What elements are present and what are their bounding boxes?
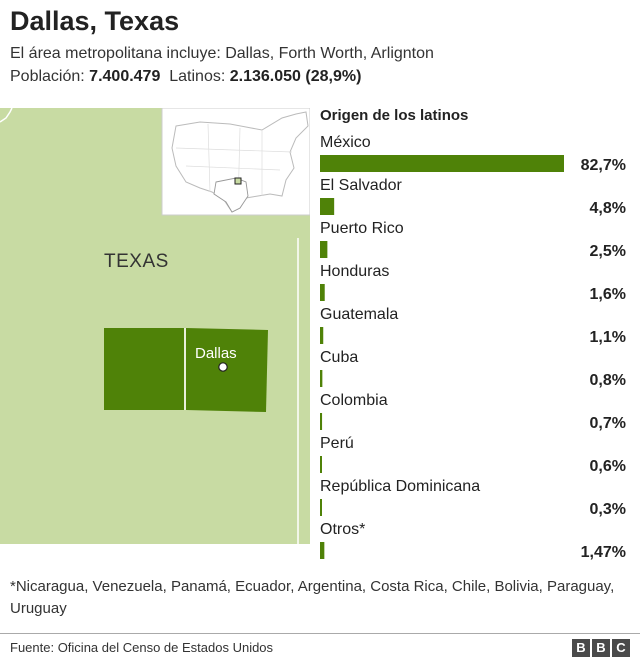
category-label: Guatemala	[320, 306, 398, 323]
value-label: 82,7%	[581, 157, 626, 174]
source-note: Fuente: Oficina del Censo de Estados Uni…	[10, 640, 274, 655]
latino-origin-bar-chart: México 82,7% El Salvador 4,8% Puerto Rico 2,5…	[320, 134, 626, 561]
logo-letter: B	[592, 639, 610, 657]
footnote: *Nicaragua, Venezuela, Panamá, Ecuador, …	[10, 578, 615, 617]
value-label: 1,47%	[581, 544, 626, 561]
category-label: Otros*	[320, 521, 365, 538]
category-label: Perú	[320, 435, 354, 452]
bar	[320, 413, 323, 430]
value-label: 0,3%	[590, 501, 626, 518]
state-label: TEXAS	[104, 251, 169, 272]
state-border	[0, 108, 13, 123]
category-label: Honduras	[320, 263, 389, 280]
bar	[320, 542, 325, 559]
city-label: Dallas	[195, 345, 237, 362]
value-label: 1,6%	[590, 286, 626, 303]
divider	[0, 633, 640, 634]
usa-locator-inset	[161, 108, 310, 216]
county-dallas	[186, 328, 268, 412]
population-label: Población:	[10, 68, 85, 85]
latinos-label: Latinos:	[169, 68, 226, 85]
locator-square	[234, 177, 242, 185]
chart-title: Origen de los latinos	[320, 107, 469, 124]
subtitle: El área metropolitana incluye: Dallas, F…	[10, 45, 434, 62]
category-label: Cuba	[320, 349, 358, 366]
bar	[320, 456, 322, 473]
bar	[320, 284, 325, 301]
bbc-logo: B B C	[572, 639, 630, 657]
stats-line: Población: 7.400.479 Latinos: 2.136.050 …	[10, 68, 361, 86]
category-label: Colombia	[320, 392, 388, 409]
value-label: 4,8%	[590, 200, 626, 217]
bar	[320, 155, 564, 172]
value-label: 2,5%	[590, 243, 626, 260]
category-label: México	[320, 134, 371, 151]
population-value: 7.400.479	[89, 68, 161, 85]
value-label: 0,7%	[590, 415, 626, 432]
bar	[320, 370, 323, 387]
bar	[320, 499, 322, 516]
value-label: 0,8%	[590, 372, 626, 389]
category-label: República Dominicana	[320, 478, 480, 495]
value-label: 1,1%	[590, 329, 626, 346]
logo-letter: B	[572, 639, 590, 657]
page-title: Dallas, Texas	[10, 6, 180, 36]
bar	[320, 198, 335, 215]
county-tarrant	[104, 328, 184, 410]
latinos-value: 2.136.050 (28,9%)	[229, 68, 362, 85]
value-label: 0,6%	[590, 458, 626, 475]
logo-letter: C	[612, 639, 630, 657]
texas-map: TEXAS Dallas	[0, 108, 310, 544]
bar	[320, 327, 324, 344]
dallas-marker-icon	[218, 362, 228, 372]
category-label: Puerto Rico	[320, 220, 404, 237]
bar	[320, 241, 328, 258]
category-label: El Salvador	[320, 177, 402, 194]
